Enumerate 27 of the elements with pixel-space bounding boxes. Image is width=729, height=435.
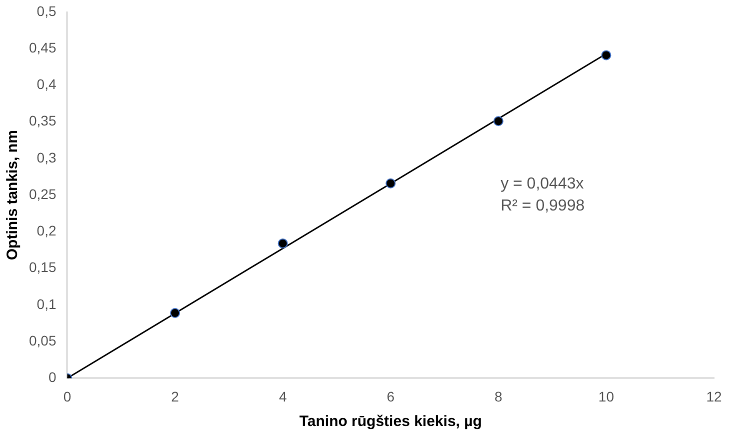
point [170,308,180,318]
point [386,178,396,188]
x-tick-label: 6 [386,388,395,404]
annotation: y = 0,0443x [500,176,584,193]
y-tick-label: 0,15 [29,259,56,276]
y-tick-label: 0,05 [29,332,56,348]
y-tick-label: 0,45 [29,39,56,56]
x-tick-label: 2 [171,388,180,404]
y-tick-label: 0,35 [29,112,56,129]
x-tick-label: 4 [278,388,287,404]
x-tick-label: 0 [63,388,72,404]
y-tick-label: 0,25 [29,186,56,202]
x-tick-label: 8 [494,388,503,404]
point [493,116,504,126]
annotation: R² = 0,9998 [500,198,585,215]
point [278,238,288,248]
y-tick-label: 0 [48,369,56,386]
y-tick-label: 0,5 [36,2,56,19]
x-axis-title: Tanino rūgšties kiekis, µg [299,413,482,430]
y-tick-label: 0,4 [36,76,56,92]
y-tick-label: 0,3 [36,149,56,166]
y-tick-label: 0,2 [36,222,56,239]
y-axis-title: Optinis tankis, nm [4,130,22,260]
x-tick-label: 12 [706,388,722,404]
y-tick-label: 0,1 [36,296,56,312]
x-tick-label: 10 [598,388,614,404]
point [601,50,612,60]
